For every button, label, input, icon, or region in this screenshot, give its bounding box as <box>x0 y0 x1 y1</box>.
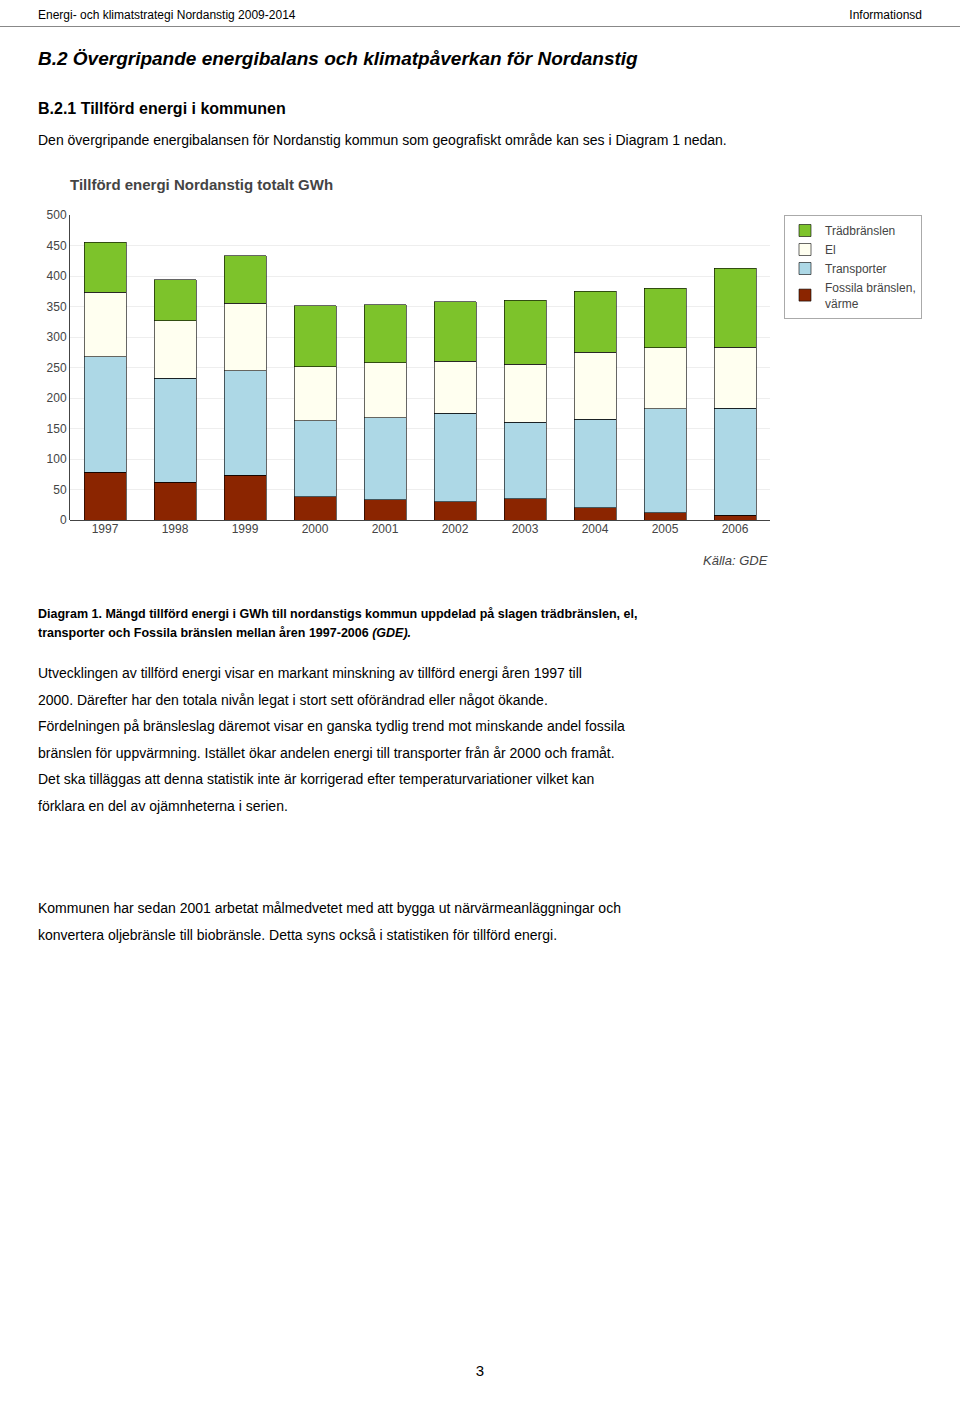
html-text:Den övergripande energibalanse: Den övergripande energibalansen för Nord… <box>38 132 727 148</box>
svg-text:2004: 2004 <box>582 522 609 536</box>
svg-text:400: 400 <box>47 269 67 283</box>
svg-text:2000: 2000 <box>302 522 329 536</box>
svg-text:450: 450 <box>47 239 67 253</box>
svg-text:200: 200 <box>47 391 67 405</box>
html-text:förklara en del av ojämnhetern: förklara en del av ojämnheterna i serien… <box>38 798 288 814</box>
svg-text:500: 500 <box>47 208 67 222</box>
svg-text:0: 0 <box>60 513 67 527</box>
svg-text:El: El <box>825 243 836 257</box>
html-text:2000. Därefter har den totala: 2000. Därefter har den totala nivån lega… <box>38 691 548 708</box>
svg-text:2005: 2005 <box>652 522 679 536</box>
html-text:Informationsd: Informationsd <box>849 8 922 22</box>
svg-text:1998: 1998 <box>162 522 189 536</box>
svg-text:Källa: GDE: Källa: GDE <box>703 553 768 568</box>
html-text:Kommunen har sedan 2001 arbeta: Kommunen har sedan 2001 arbetat målmedve… <box>38 900 621 916</box>
svg-text:1999: 1999 <box>232 522 259 536</box>
svg-text:2002: 2002 <box>442 522 469 536</box>
svg-text:50: 50 <box>53 483 67 497</box>
svg-text:1997: 1997 <box>92 522 119 536</box>
svg-text:150: 150 <box>47 422 67 436</box>
html-text:3: 3 <box>475 1362 485 1379</box>
svg-text:100: 100 <box>47 452 67 466</box>
html-text:B.2 Övergripande energibalans: B.2 Övergripande energibalans och klimat… <box>38 48 638 69</box>
svg-text:2006: 2006 <box>722 522 749 536</box>
html-text:Diagram 1. Mängd tillförd ener: Diagram 1. Mängd tillförd energi i GWh t… <box>38 607 638 621</box>
svg-text:Tillförd energi Nordanstig tot: Tillförd energi Nordanstig totalt GWh <box>70 176 333 193</box>
svg-text:250: 250 <box>47 361 67 375</box>
svg-text:300: 300 <box>47 330 67 344</box>
svg-text:Transporter: Transporter <box>825 262 887 276</box>
svg-text:2003: 2003 <box>512 522 539 536</box>
svg-text:2001: 2001 <box>372 522 399 536</box>
svg-text:350: 350 <box>47 300 67 314</box>
html-text:B.2.1 Tillförd energi i kommun: B.2.1 Tillförd energi i kommunen <box>38 100 286 117</box>
html-text:transporter och Fossila bränsl: transporter och Fossila bränslen mellan … <box>38 625 412 640</box>
html-text:Utvecklingen av tillförd energ: Utvecklingen av tillförd energi visar en… <box>38 665 582 681</box>
html-text:konvertera oljebränsle till bi: konvertera oljebränsle till biobränsle. … <box>38 926 557 943</box>
html-text:Det ska tilläggas att denna st: Det ska tilläggas att denna statistik in… <box>38 771 595 788</box>
svg-text:Trädbränslen: Trädbränslen <box>825 224 895 238</box>
html-text:Energi- och klimatstrategi Nor: Energi- och klimatstrategi Nordanstig 20… <box>38 8 296 22</box>
html-text:Fördelningen på bränsleslag dä: Fördelningen på bränsleslag däremot visa… <box>38 718 625 735</box>
html-text:bränslen för uppvärmning. Istä: bränslen för uppvärmning. Istället ökar … <box>38 744 615 761</box>
svg-text:Fossila bränslen,värme: Fossila bränslen,värme <box>825 281 916 311</box>
